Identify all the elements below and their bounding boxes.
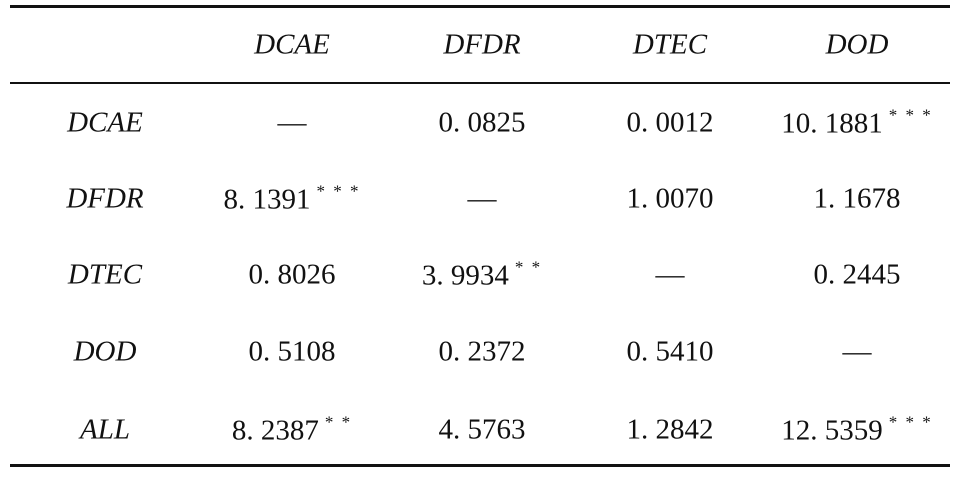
row-label: DCAE — [67, 106, 143, 139]
table-cell: 0. 0012 — [627, 107, 714, 140]
table-cell: — — [843, 336, 872, 369]
table-cell: — — [656, 259, 685, 292]
table-cell: 8. 1391 * * * — [224, 182, 361, 217]
table-cell: — — [468, 183, 497, 216]
table-cell: 0. 8026 — [249, 259, 336, 292]
cell-value: — — [467, 182, 497, 215]
table-cell: — — [278, 107, 307, 140]
table-cell: 0. 5410 — [627, 336, 714, 369]
cell-value: 1. 0070 — [626, 182, 714, 215]
header-rule — [10, 82, 950, 84]
cell-value: 4. 5763 — [438, 413, 526, 446]
cell-value: — — [277, 106, 307, 139]
cell-value: 0. 8026 — [248, 258, 336, 291]
cell-value: 1. 1678 — [813, 182, 901, 215]
cell-value: 0. 0012 — [626, 106, 714, 139]
cell-value: 8. 2387 — [231, 414, 319, 447]
significance: * * — [514, 257, 543, 277]
table-cell: 0. 5108 — [249, 336, 336, 369]
cell-value: — — [842, 335, 872, 368]
cell-value: — — [655, 258, 685, 291]
significance: * * * — [316, 181, 361, 201]
significance: * * * — [888, 412, 933, 432]
column-header: DFDR — [443, 28, 521, 61]
table-cell: 10. 1881 * * * — [781, 106, 933, 141]
table-cell: 0. 2445 — [814, 259, 901, 292]
cell-value: 0. 0825 — [438, 106, 526, 139]
column-header: DTEC — [632, 28, 708, 61]
cell-value: 0. 2372 — [438, 335, 526, 368]
row-label: DFDR — [66, 182, 144, 215]
table-cell: 0. 2372 — [439, 336, 526, 369]
cell-value: 3. 9934 — [421, 259, 509, 292]
table-cell: 1. 1678 — [814, 183, 901, 216]
row-label: DTEC — [67, 258, 143, 291]
table-cell: 3. 9934 * * — [422, 258, 542, 293]
cell-value: 0. 5410 — [626, 335, 714, 368]
column-header: DOD — [825, 28, 889, 61]
table-cell: 8. 2387 * * — [232, 413, 352, 448]
cell-value: 8. 1391 — [223, 183, 311, 216]
bottom-rule — [10, 464, 950, 467]
table-cell: 1. 2842 — [627, 414, 714, 447]
table-cell: 1. 0070 — [627, 183, 714, 216]
cell-value: 0. 5108 — [248, 335, 336, 368]
table-cell: 4. 5763 — [439, 414, 526, 447]
significance: * * * — [888, 105, 933, 125]
column-header: DCAE — [254, 28, 330, 61]
cell-value: 12. 5359 — [781, 414, 883, 447]
table-cell: 0. 0825 — [439, 107, 526, 140]
cell-value: 10. 1881 — [781, 107, 883, 140]
row-label: ALL — [80, 413, 130, 446]
top-rule — [10, 5, 950, 8]
table-cell: 12. 5359 * * * — [781, 413, 933, 448]
cell-value: 1. 2842 — [626, 413, 714, 446]
significance: * * — [324, 412, 353, 432]
row-label: DOD — [73, 335, 137, 368]
cell-value: 0. 2445 — [813, 258, 901, 291]
